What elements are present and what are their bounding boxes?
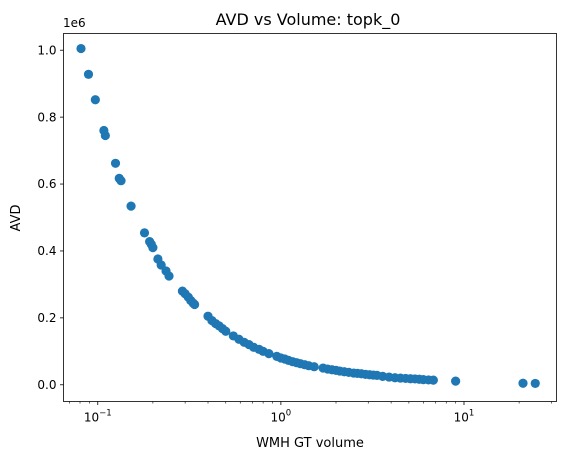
data-point [221,326,231,336]
y-tick-label: 0.0 [37,378,56,392]
data-point [164,271,174,281]
data-point [110,158,121,168]
x-tick-label: 101 [454,409,475,425]
y-axis-label: AVD [9,205,24,232]
x-axis: 10−1 100 101 [69,401,552,425]
x-tick-label: 10−1 [84,409,112,425]
x-tick-label: 100 [271,409,292,425]
x-axis-label: WMH GT volume [256,436,364,451]
data-point [100,130,110,141]
y-tick-label: 0.8 [37,110,56,124]
y-tick-label: 1.0 [37,43,56,57]
data-point [83,69,94,79]
data-point [428,375,438,385]
chart-title: AVD vs Volume: topk_0 [216,10,401,30]
data-point [126,201,136,211]
y-tick-label: 0.2 [37,311,56,325]
data-point [190,299,200,310]
data-point [116,176,126,186]
data-point [90,95,100,105]
data-point [530,378,540,389]
data-point [309,362,319,372]
points-layer [76,43,540,389]
data-point [148,243,158,253]
plot-frame [63,33,557,402]
data-point [518,378,528,388]
data-point [76,43,86,54]
data-point [139,228,150,238]
y-axis-offset-text: 1e6 [63,16,86,30]
data-point [451,376,461,386]
y-tick-label: 0.4 [37,244,56,258]
data-point [264,349,274,359]
y-tick-label: 0.6 [37,177,56,191]
y-axis: 0.0 0.2 0.4 0.6 0.8 1.0 [37,43,64,392]
plot-area [63,33,557,402]
